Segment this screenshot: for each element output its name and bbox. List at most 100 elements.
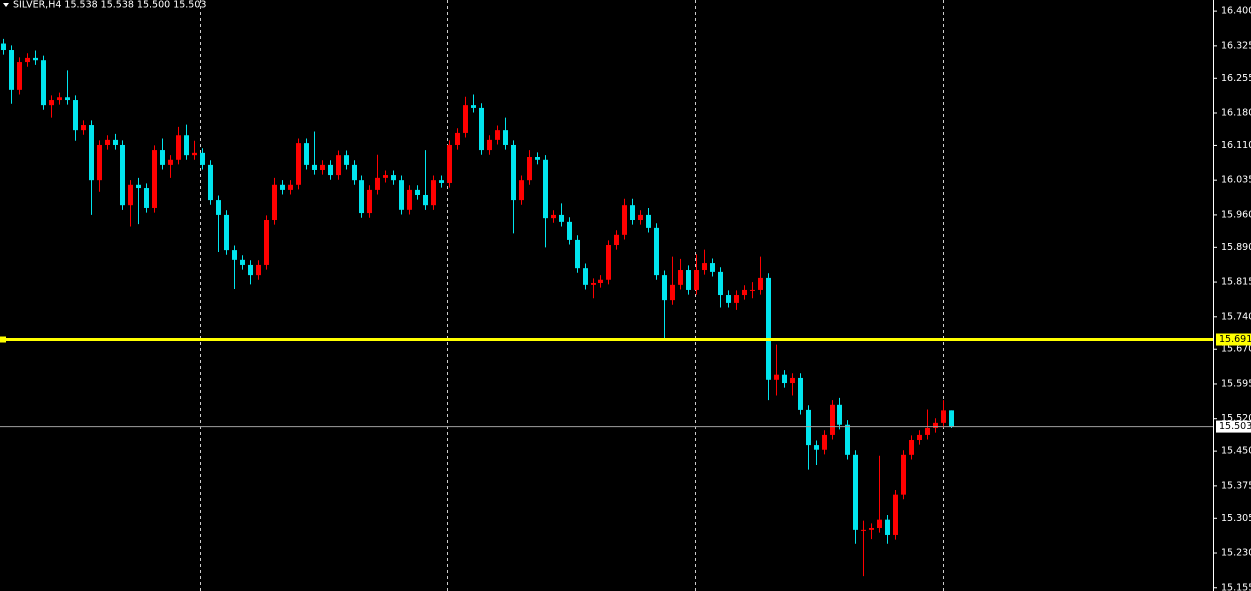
candle-body bbox=[933, 422, 938, 428]
candle-body bbox=[479, 107, 484, 151]
candle-body bbox=[57, 97, 62, 101]
candle-body bbox=[415, 189, 420, 195]
candle-body bbox=[136, 184, 141, 189]
candle-body bbox=[519, 180, 524, 201]
candle-body bbox=[105, 139, 110, 145]
candle-body bbox=[782, 374, 787, 384]
candle-body bbox=[822, 434, 827, 450]
candle-body bbox=[17, 62, 22, 90]
menu-arrow[interactable] bbox=[3, 3, 9, 7]
y-tick-label: 16.110 bbox=[1221, 140, 1251, 151]
candle-body bbox=[853, 454, 858, 530]
candle-body bbox=[742, 289, 747, 296]
candle-body bbox=[423, 194, 428, 206]
candle-body bbox=[630, 205, 635, 221]
candle-body bbox=[527, 157, 532, 181]
candle-body bbox=[654, 227, 659, 276]
y-tick-label: 16.180 bbox=[1221, 108, 1251, 119]
level-handle bbox=[0, 336, 6, 343]
candle-body bbox=[718, 271, 723, 296]
candle-body bbox=[304, 143, 309, 165]
candle-body bbox=[447, 144, 452, 183]
candle-body bbox=[152, 150, 157, 208]
candle-body bbox=[567, 221, 572, 240]
candle-body bbox=[280, 184, 285, 190]
candle-body bbox=[89, 125, 94, 181]
candle-body bbox=[750, 289, 755, 291]
candle-body bbox=[160, 150, 165, 165]
candle-body bbox=[917, 434, 922, 441]
y-tick-label: 15.375 bbox=[1221, 480, 1251, 491]
candle-body bbox=[328, 164, 333, 176]
candle-body bbox=[646, 214, 651, 228]
candle-body bbox=[861, 529, 866, 531]
y-tick-label: 15.670 bbox=[1221, 344, 1251, 355]
candle-body bbox=[288, 184, 293, 190]
candle-body bbox=[487, 139, 492, 151]
candle-body bbox=[256, 264, 261, 276]
candle-body bbox=[113, 139, 118, 145]
y-tick-label: 15.815 bbox=[1221, 277, 1251, 288]
candle-body bbox=[774, 374, 779, 380]
candle-body bbox=[144, 188, 149, 208]
current-price-label: 15.503 bbox=[1219, 421, 1251, 432]
candle-body bbox=[407, 189, 412, 210]
y-tick-label: 15.740 bbox=[1221, 311, 1251, 322]
candle-body bbox=[49, 100, 54, 106]
candle-body bbox=[320, 164, 325, 170]
y-tick-label: 15.960 bbox=[1221, 209, 1251, 220]
candle-body bbox=[830, 404, 835, 435]
candle-body bbox=[81, 125, 86, 131]
candle-body bbox=[176, 135, 181, 160]
candle-body bbox=[41, 60, 46, 106]
candle-body bbox=[559, 214, 564, 222]
candle-body bbox=[766, 277, 771, 380]
candle-body bbox=[583, 268, 588, 285]
candle-body bbox=[606, 245, 611, 280]
y-tick-label: 15.155 bbox=[1221, 582, 1251, 591]
candle-body bbox=[383, 175, 388, 178]
y-tick-label: 15.305 bbox=[1221, 513, 1251, 524]
candle-body bbox=[877, 519, 882, 529]
candle-body bbox=[312, 164, 317, 170]
candle-body bbox=[814, 445, 819, 450]
candle-body bbox=[471, 105, 476, 108]
candle-body bbox=[726, 295, 731, 303]
candle-body bbox=[264, 220, 269, 265]
y-tick-label: 15.890 bbox=[1221, 242, 1251, 253]
candle-body bbox=[734, 295, 739, 303]
candle-body bbox=[869, 528, 874, 530]
candle-body bbox=[9, 50, 14, 90]
candle-body bbox=[224, 214, 229, 251]
candle-body bbox=[495, 130, 500, 140]
candle-body bbox=[97, 144, 102, 181]
candle-body bbox=[885, 519, 890, 535]
candle-body bbox=[758, 277, 763, 290]
candle-body bbox=[120, 144, 125, 206]
candle-body bbox=[710, 263, 715, 272]
candle-body bbox=[591, 282, 596, 285]
candle-body bbox=[65, 97, 70, 101]
candle-body bbox=[893, 494, 898, 535]
candle-body bbox=[73, 100, 78, 131]
candle-body bbox=[845, 424, 850, 455]
candle-body bbox=[336, 155, 341, 176]
y-tick-label: 16.325 bbox=[1221, 40, 1251, 51]
current-price-box bbox=[1216, 420, 1251, 433]
y-tick-label: 15.450 bbox=[1221, 446, 1251, 457]
candle-body bbox=[543, 159, 548, 219]
candle-body bbox=[272, 184, 277, 221]
candle-body bbox=[33, 57, 38, 61]
level-label: 15.691 bbox=[1219, 334, 1251, 345]
candle-body bbox=[806, 409, 811, 446]
y-tick-label: 15.595 bbox=[1221, 378, 1251, 389]
candle-body bbox=[662, 275, 667, 301]
candle-body bbox=[837, 404, 842, 425]
candle-body bbox=[463, 105, 468, 133]
candle-body bbox=[192, 152, 197, 156]
candle-body bbox=[439, 180, 444, 183]
y-tick-label: 16.400 bbox=[1221, 6, 1251, 17]
candle-body bbox=[901, 454, 906, 495]
